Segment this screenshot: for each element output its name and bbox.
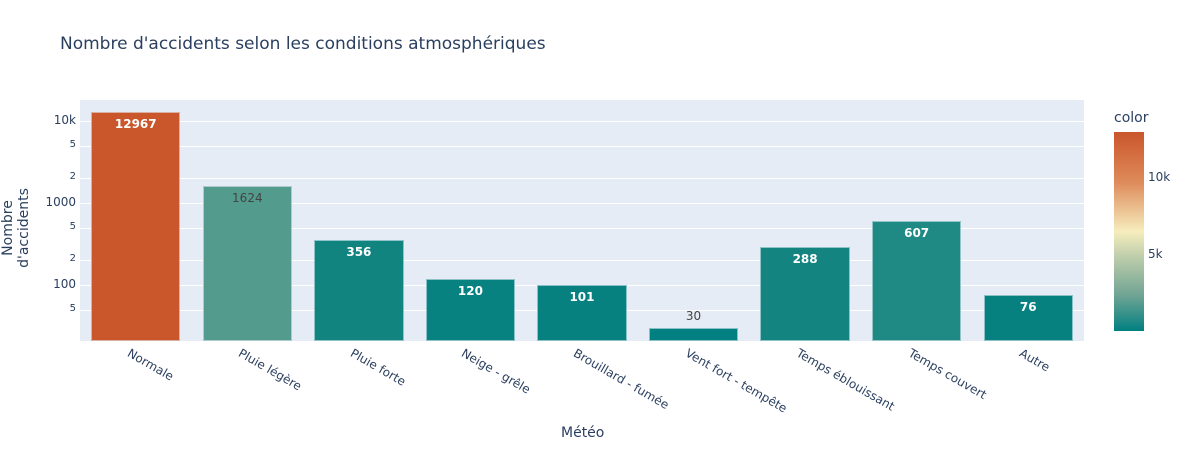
y-tick-label: 5 — [69, 138, 76, 150]
colorbar — [1114, 132, 1144, 331]
y-tick-label: 5 — [69, 302, 76, 314]
y-tick-label: 10k — [53, 113, 76, 127]
bar[interactable]: 607 — [872, 220, 962, 341]
bar-value-label: 1624 — [232, 190, 263, 205]
x-tick-label: Normale — [124, 346, 176, 384]
gridline — [80, 227, 1084, 229]
y-axis-label: Nombre d'accidents — [0, 188, 32, 268]
bar[interactable]: 101 — [537, 284, 627, 341]
x-tick-label: Neige - grêle — [459, 346, 534, 397]
colorbar-tick-label: 5k — [1148, 246, 1163, 261]
x-tick-label: Pluie forte — [347, 346, 408, 389]
colorbar-tick-label: 10k — [1148, 169, 1171, 184]
y-tick-label: 100 — [53, 277, 76, 291]
gridline — [80, 203, 1084, 204]
chart-title: Nombre d'accidents selon les conditions … — [60, 34, 546, 54]
bar-value-label: 120 — [457, 283, 483, 298]
gridline — [80, 145, 1084, 147]
x-tick-label: Autre — [1017, 346, 1053, 375]
bar[interactable]: 120 — [425, 278, 516, 341]
y-tick-label: 5 — [69, 220, 76, 232]
bar-value-label: 607 — [904, 225, 930, 240]
bar-value-label: 288 — [792, 252, 818, 267]
x-tick-label: Brouillard - fumée — [571, 346, 672, 413]
y-tick-label: 2 — [69, 171, 76, 183]
bar-value-label: 12967 — [114, 116, 157, 131]
colorbar-title: color — [1114, 110, 1149, 126]
plot-area[interactable]: 12967 1624 356 120 101 30 288 607 76 — [80, 100, 1084, 341]
bar[interactable]: 30 — [648, 309, 739, 341]
y-tick-label: 1000 — [45, 195, 76, 209]
bar[interactable]: 288 — [760, 247, 850, 341]
gridline — [80, 178, 1084, 180]
y-tick-label: 2 — [69, 253, 76, 265]
bar-value-label: 356 — [346, 244, 372, 259]
x-axis-label: Météo — [561, 425, 605, 441]
bar[interactable]: 12967 — [91, 111, 181, 341]
bar-value-label: 30 — [685, 308, 702, 323]
gridline — [80, 260, 1084, 262]
x-tick-label: Pluie légère — [236, 346, 305, 394]
x-tick-label: Temps couvert — [905, 346, 989, 402]
bar-value-label: 101 — [569, 289, 595, 304]
bar[interactable]: 356 — [314, 239, 404, 341]
gridline — [80, 121, 1084, 122]
bar-value-label: 76 — [1019, 299, 1037, 314]
x-tick-label: Vent fort - tempête — [682, 346, 789, 416]
bar[interactable]: 76 — [983, 294, 1073, 341]
bar[interactable]: 1624 — [202, 185, 292, 341]
x-tick-label: Temps éblouissant — [794, 346, 898, 414]
